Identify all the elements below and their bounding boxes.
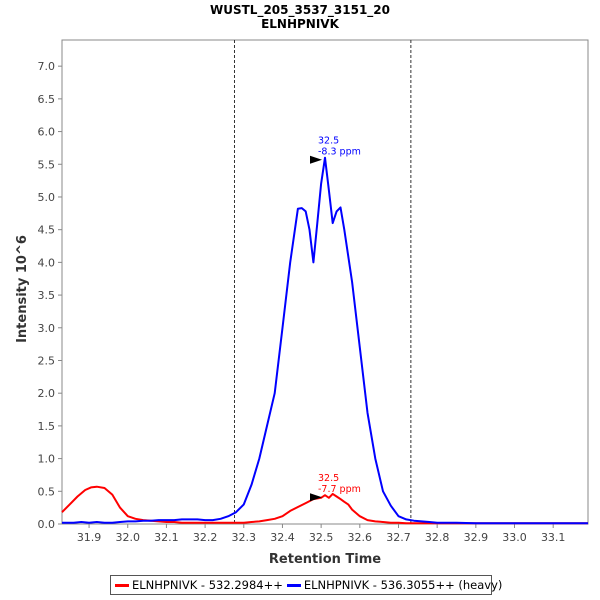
y-tick-label: 1.5 bbox=[38, 420, 56, 433]
chart-subtitle: ELNHPNIVK bbox=[261, 17, 340, 31]
y-tick-label: 6.0 bbox=[38, 126, 56, 139]
legend-label-light: ELNHPNIVK - 532.2984++ bbox=[132, 578, 283, 592]
x-tick-label: 32.1 bbox=[154, 531, 179, 544]
y-tick-label: 1.0 bbox=[38, 453, 56, 466]
peak-marker-triangle bbox=[310, 155, 322, 164]
y-tick-label: 3.0 bbox=[38, 322, 56, 335]
legend-swatch-light bbox=[115, 583, 129, 587]
legend-item-heavy: ELNHPNIVK - 536.3055++ (heavy) bbox=[286, 578, 503, 592]
y-tick-label: 4.5 bbox=[38, 224, 56, 237]
y-tick-label: 3.5 bbox=[38, 289, 56, 302]
x-tick-label: 32.9 bbox=[464, 531, 489, 544]
plot-area: 0.0 0.5 1.0 1.5 2.0 2.5 3.0 3.5 4.0 4.5 5.0 5.5 6.0 6… bbox=[38, 39, 589, 544]
y-tick-label: 2.0 bbox=[38, 387, 56, 400]
y-tick-label: 5.0 bbox=[38, 191, 56, 204]
x-tick-label: 32.3 bbox=[232, 531, 257, 544]
y-tick-label: 0.0 bbox=[38, 518, 56, 531]
series-line-light bbox=[61, 485, 588, 525]
legend-item-light: ELNHPNIVK - 532.2984++ bbox=[115, 578, 283, 592]
x-tick-label: 33.0 bbox=[502, 531, 527, 544]
x-tick-label: 32.8 bbox=[425, 531, 450, 544]
y-tick-label: 2.5 bbox=[38, 354, 56, 367]
legend-swatch-heavy bbox=[286, 583, 301, 587]
y-tick-label: 0.5 bbox=[38, 485, 56, 498]
x-axis-label: Retention Time bbox=[269, 552, 381, 567]
y-tick-label: 7.0 bbox=[38, 60, 56, 73]
x-tick-label: 32.0 bbox=[116, 531, 141, 544]
legend-label-heavy: ELNHPNIVK - 536.3055++ (heavy) bbox=[303, 578, 503, 592]
x-tick-label: 32.4 bbox=[270, 531, 295, 544]
x-tick-label: 32.7 bbox=[386, 531, 411, 544]
y-axis-label: Intensity 10^6 bbox=[15, 235, 30, 343]
x-tick-label: 33.1 bbox=[541, 531, 566, 544]
plot-frame bbox=[61, 39, 589, 525]
x-tick-label: 31.9 bbox=[77, 531, 102, 544]
series-line-heavy bbox=[62, 156, 588, 525]
x-tick-label: 32.2 bbox=[193, 531, 218, 544]
peak-ppm-label: -7.7 ppm bbox=[318, 484, 361, 495]
peak-ppm-label: -8.3 ppm bbox=[318, 147, 361, 158]
peak-marker-triangle bbox=[310, 493, 322, 502]
peak-rt-label: 32.5 bbox=[318, 136, 339, 147]
y-tick-label: 4.0 bbox=[38, 256, 56, 269]
x-tick-label: 32.5 bbox=[309, 531, 334, 544]
chart-title: WUSTL_205_3537_3151_20 bbox=[210, 3, 390, 18]
peak-rt-label: 32.5 bbox=[318, 473, 339, 484]
chart-legend: ELNHPNIVK - 532.2984++ ELNHPNIVK - 536.3… bbox=[110, 575, 502, 595]
x-tick-label: 32.6 bbox=[348, 531, 373, 544]
y-tick-label: 5.5 bbox=[38, 158, 56, 171]
y-tick-label: 6.5 bbox=[38, 93, 56, 106]
